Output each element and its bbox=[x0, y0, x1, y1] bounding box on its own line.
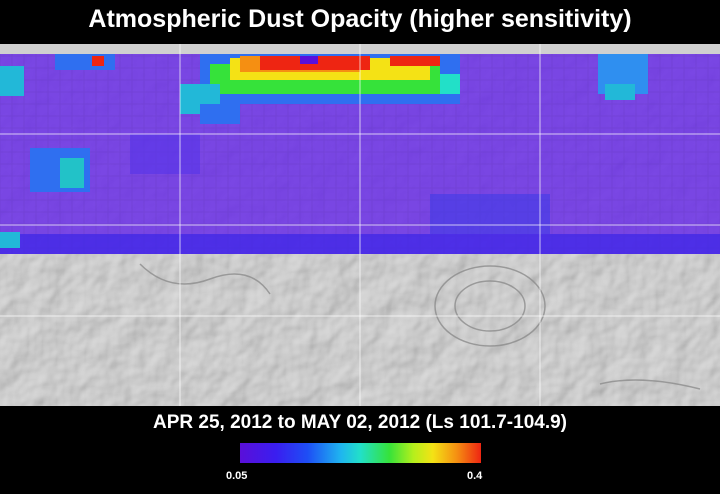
colorbar-max-label: 0.4 bbox=[467, 470, 483, 482]
map-title: Atmospheric Dust Opacity (higher sensiti… bbox=[88, 5, 632, 33]
colorbar bbox=[240, 443, 481, 463]
southern-terrain bbox=[139, 263, 701, 390]
date-range: APR 25, 2012 to MAY 02, 2012 (Ls 101.7-1… bbox=[152, 412, 568, 433]
colorbar-min-label: 0.05 bbox=[226, 470, 248, 482]
map-canvas bbox=[0, 44, 720, 406]
graticule bbox=[0, 44, 720, 406]
dust-opacity-map bbox=[0, 44, 720, 406]
